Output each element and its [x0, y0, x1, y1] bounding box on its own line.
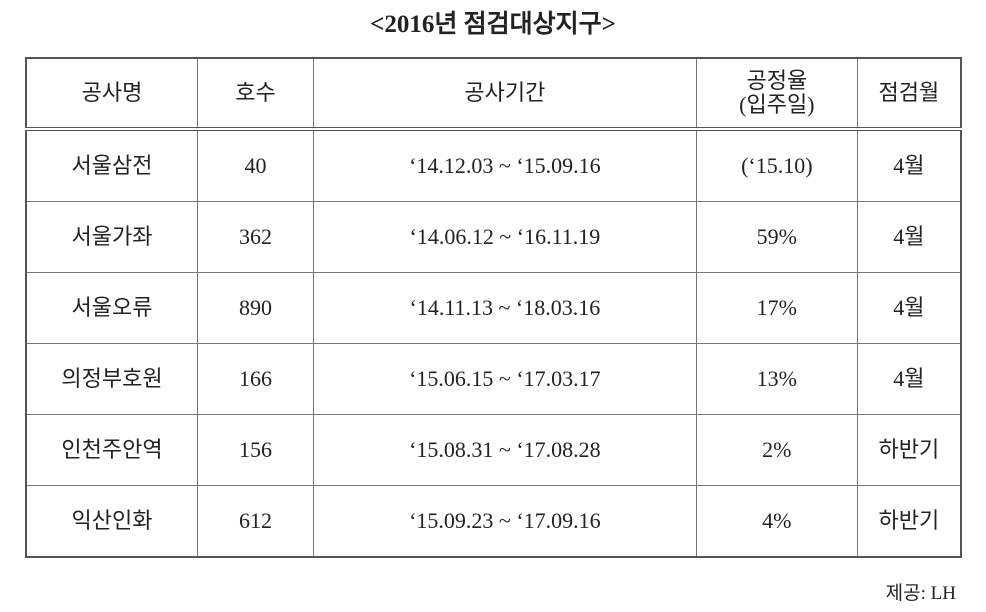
- table-cell: 익산인화: [25, 485, 199, 558]
- table-cell: 890: [197, 272, 314, 344]
- table-cell: ‘14.11.13 ~ ‘18.03.16: [312, 272, 697, 344]
- table: 공사명 호수 공사기간 공정율 (입주일) 점검월 서울삼전 40 ‘14.12.03 ~ …: [25, 57, 962, 558]
- table-row: 인천주안역 156 ‘15.08.31 ~ ‘17.08.28 2% 하반기: [25, 414, 962, 486]
- table-cell: ‘15.06.15 ~ ‘17.03.17: [312, 343, 697, 415]
- table-cell: 인천주안역: [25, 414, 199, 486]
- table-cell: 156: [197, 414, 314, 486]
- table-cell: 4월: [856, 343, 962, 415]
- table-body: 서울삼전 40 ‘14.12.03 ~ ‘15.09.16 (‘15.10) 4월 서울가…: [25, 128, 962, 558]
- table-cell: 166: [197, 343, 314, 415]
- table-cell: 서울가좌: [25, 201, 199, 273]
- table-cell: 서울삼전: [25, 128, 199, 202]
- table-cell: ‘14.06.12 ~ ‘16.11.19: [312, 201, 697, 273]
- table-cell: 59%: [695, 201, 858, 273]
- table-cell: 서울오류: [25, 272, 199, 344]
- header-cell: 공사명: [25, 57, 199, 131]
- table-cell: 하반기: [856, 485, 962, 558]
- table-cell: 4월: [856, 128, 962, 202]
- table-cell: 17%: [695, 272, 858, 344]
- table-row: 서울오류 890 ‘14.11.13 ~ ‘18.03.16 17% 4월: [25, 272, 962, 344]
- table-row: 의정부호원 166 ‘15.06.15 ~ ‘17.03.17 13% 4월: [25, 343, 962, 415]
- table-row: 서울가좌 362 ‘14.06.12 ~ ‘16.11.19 59% 4월: [25, 201, 962, 273]
- table-cell: (‘15.10): [695, 128, 858, 202]
- table-cell: 하반기: [856, 414, 962, 486]
- table-cell: 612: [197, 485, 314, 558]
- table-cell: 4월: [856, 272, 962, 344]
- table-cell: 13%: [695, 343, 858, 415]
- table-cell: ‘15.09.23 ~ ‘17.09.16: [312, 485, 697, 558]
- table-row: 익산인화 612 ‘15.09.23 ~ ‘17.09.16 4% 하반기: [25, 485, 962, 558]
- title: <2016년 점검대상지구>: [370, 11, 616, 38]
- header-cell: 공사기간: [312, 57, 697, 131]
- table-cell: ‘14.12.03 ~ ‘15.09.16: [312, 128, 697, 202]
- source: 제공: LH: [885, 583, 956, 604]
- table-cell: ‘15.08.31 ~ ‘17.08.28: [312, 414, 697, 486]
- table-row: 서울삼전 40 ‘14.12.03 ~ ‘15.09.16 (‘15.10) 4월: [25, 128, 962, 202]
- table-cell: 40: [197, 128, 314, 202]
- header-row: 공사명 호수 공사기간 공정율 (입주일) 점검월: [25, 57, 962, 131]
- header-cell: 호수: [197, 57, 314, 131]
- header-cell: 점검월: [856, 57, 962, 131]
- table-cell: 4월: [856, 201, 962, 273]
- table-cell: 4%: [695, 485, 858, 558]
- table-cell: 362: [197, 201, 314, 273]
- table-cell: 의정부호원: [25, 343, 199, 415]
- header-cell: 공정율 (입주일): [695, 57, 858, 131]
- table-cell: 2%: [695, 414, 858, 486]
